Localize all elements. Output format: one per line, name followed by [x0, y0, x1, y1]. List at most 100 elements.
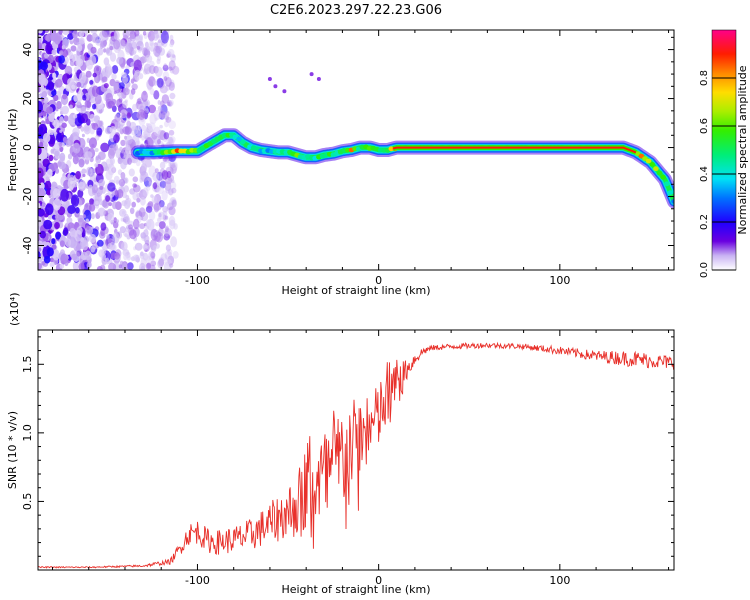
noise-speckle — [64, 65, 73, 76]
noise-speckle — [45, 176, 50, 182]
noise-speckle — [120, 172, 126, 180]
noise-speckle — [89, 114, 96, 122]
noise-speckle — [78, 37, 85, 45]
noise-speckle — [159, 168, 166, 177]
noise-speckle — [92, 103, 97, 110]
y-tick-label: 1.0 — [21, 424, 34, 442]
noise-speckle — [156, 40, 164, 48]
noise-speckle — [41, 202, 46, 208]
noise-speckle — [166, 202, 174, 211]
colorbar-tick-label: 0.4 — [699, 166, 710, 182]
snr-scale-label: (x10⁴) — [8, 293, 21, 327]
noise-speckle — [107, 243, 113, 249]
noise-speckle — [114, 252, 120, 260]
noise-speckle — [114, 121, 121, 129]
noise-speckle — [39, 230, 46, 239]
noise-speckle — [38, 262, 42, 270]
noise-speckle — [103, 83, 109, 89]
noise-speckle — [111, 65, 119, 74]
noise-speckle — [171, 162, 177, 170]
noise-speckle — [106, 234, 110, 240]
noise-speckle — [54, 35, 61, 45]
noise-speckle — [119, 39, 126, 49]
noise-speckle — [78, 158, 85, 168]
ridge-sample — [207, 141, 213, 147]
noise-speckle — [166, 53, 171, 58]
noise-speckle — [82, 94, 87, 101]
noise-speckle — [164, 215, 168, 220]
noise-speckle — [60, 188, 69, 202]
ridge-sample — [656, 170, 663, 176]
noise-speckle — [136, 197, 141, 203]
noise-speckle — [120, 63, 125, 69]
noise-speckle — [52, 72, 57, 79]
noise-speckle — [105, 195, 111, 202]
noise-speckle — [171, 200, 175, 205]
noise-speckle — [95, 200, 99, 205]
noise-speckle — [67, 177, 76, 190]
noise-speckle — [163, 171, 168, 178]
noise-speckle — [96, 127, 103, 136]
noise-speckle — [118, 94, 123, 100]
ridge-sample — [664, 181, 670, 187]
noise-speckle — [108, 144, 117, 156]
noise-speckle — [141, 135, 145, 141]
noise-speckle — [163, 63, 168, 69]
noise-speckle — [104, 166, 109, 172]
noise-speckle — [129, 229, 137, 240]
noise-speckle — [153, 90, 160, 100]
noise-speckle — [168, 129, 175, 136]
noise-speckle — [167, 136, 173, 144]
noise-speckle — [137, 124, 142, 131]
noise-speckle — [93, 116, 99, 124]
noise-speckle — [89, 172, 96, 181]
noise-speckle — [55, 168, 60, 174]
noise-speckle — [56, 100, 62, 110]
noise-speckle — [62, 30, 70, 36]
noise-speckle — [39, 141, 44, 148]
noise-speckle — [171, 65, 180, 75]
noise-speckle — [159, 124, 163, 129]
noise-speckle — [116, 56, 124, 65]
noise-speckle — [142, 31, 147, 36]
noise-speckle — [147, 201, 154, 208]
noise-speckle — [126, 262, 134, 270]
noise-speckle — [167, 99, 172, 106]
noise-speckle — [132, 176, 139, 183]
noise-speckle — [38, 42, 42, 50]
noise-speckle — [124, 233, 128, 238]
noise-speckle — [161, 170, 169, 180]
noise-speckle — [164, 136, 168, 140]
noise-speckle — [147, 136, 155, 145]
noise-speckle — [165, 116, 172, 123]
noise-speckle — [64, 238, 72, 248]
noise-speckle — [109, 126, 117, 134]
y-tick-label: -20 — [21, 188, 34, 206]
noise-speckle — [94, 147, 99, 153]
noise-speckle — [57, 74, 63, 81]
noise-speckle — [161, 30, 169, 42]
noise-speckle — [144, 41, 149, 48]
noise-speckle — [38, 132, 42, 139]
noise-speckle — [167, 249, 173, 256]
noise-speckle — [129, 93, 134, 100]
noise-speckle — [78, 181, 85, 189]
noise-speckle — [88, 233, 97, 243]
noise-speckle — [170, 69, 175, 74]
noise-speckle — [101, 200, 108, 208]
noise-speckle — [43, 219, 53, 230]
noise-speckle — [38, 73, 46, 86]
noise-speckle — [156, 58, 161, 65]
noise-speckle — [168, 206, 176, 216]
noise-speckle — [165, 77, 172, 87]
noise-speckle — [165, 84, 171, 91]
noise-speckle — [41, 91, 48, 98]
noise-speckle — [112, 232, 120, 244]
noise-speckle — [107, 100, 115, 109]
noise-speckle — [316, 77, 321, 81]
noise-speckle — [154, 66, 163, 78]
noise-speckle — [38, 202, 41, 209]
noise-speckle — [121, 112, 126, 118]
noise-speckle — [165, 244, 171, 252]
